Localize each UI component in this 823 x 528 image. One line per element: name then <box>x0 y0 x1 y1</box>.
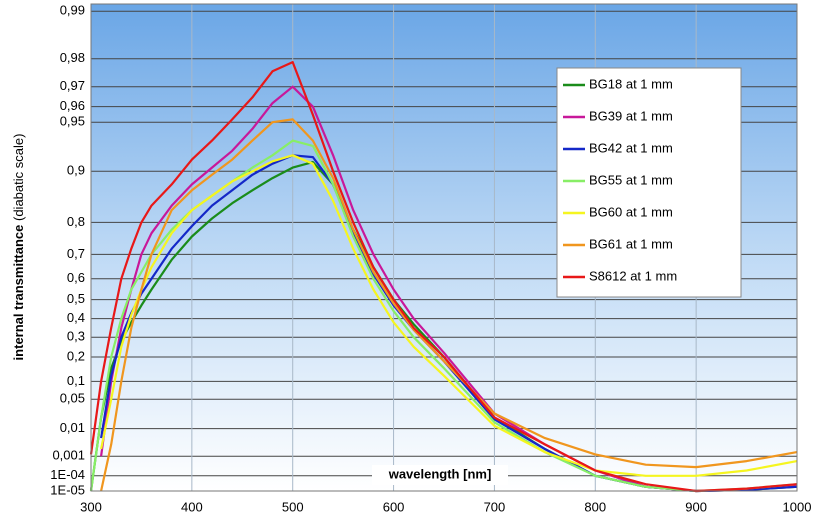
x-tick-label: 600 <box>383 499 405 514</box>
y-tick-label: 1E-04 <box>50 467 85 482</box>
y-axis-label: internal transmittance (diabatic scale) <box>11 134 26 361</box>
y-label-main: internal transmittance <box>11 225 26 361</box>
series-line <box>89 61 798 493</box>
legend-label: BG39 at 1 mm <box>589 108 673 123</box>
x-tick-label: 900 <box>685 499 707 514</box>
y-tick-label: 0,98 <box>60 50 85 65</box>
y-tick-label: 0,7 <box>67 246 85 261</box>
y-label-note: (diabatic scale) <box>11 134 26 221</box>
x-label-bg <box>372 465 508 485</box>
y-tick-label: 0,9 <box>67 163 85 178</box>
y-tick-label: 0,2 <box>67 348 85 363</box>
y-tick-label: 0,96 <box>60 98 85 113</box>
series-line <box>100 118 798 492</box>
y-tick-label: 0,8 <box>67 214 85 229</box>
legend-label: BG42 at 1 mm <box>589 140 673 155</box>
legend-label: BG60 at 1 mm <box>589 204 673 219</box>
x-tick-label: 700 <box>484 499 506 514</box>
plot-border <box>90 3 798 492</box>
y-tick-label: 0,5 <box>67 291 85 306</box>
legend-label: BG18 at 1 mm <box>589 76 673 91</box>
legend-box <box>556 67 742 298</box>
series-line <box>100 154 798 477</box>
y-tick-label: 0,1 <box>67 373 85 388</box>
x-tick-label: 300 <box>80 499 102 514</box>
y-tick-label: 0,99 <box>60 3 85 18</box>
y-tick-label: 0,05 <box>60 391 85 406</box>
y-tick-label: 0,001 <box>52 448 85 463</box>
legend-label: S8612 at 1 mm <box>589 268 677 283</box>
y-tick-label: 0,01 <box>60 420 85 435</box>
y-tick-label: 0,4 <box>67 310 85 325</box>
y-tick-label: 0,95 <box>60 114 85 129</box>
x-tick-label: 500 <box>282 499 304 514</box>
x-axis-label: wavelength [nm] <box>388 466 492 481</box>
series-line <box>89 139 798 493</box>
y-tick-label: 0,6 <box>67 270 85 285</box>
x-tick-label: 1000 <box>783 499 812 514</box>
x-tick-label: 400 <box>181 499 203 514</box>
legend-label: BG61 at 1 mm <box>589 236 673 251</box>
y-tick-label: 0,3 <box>67 329 85 344</box>
y-tick-label: 1E-05 <box>50 482 85 497</box>
y-tick-label: 0,97 <box>60 78 85 93</box>
x-tick-label: 800 <box>584 499 606 514</box>
legend-label: BG55 at 1 mm <box>589 172 673 187</box>
